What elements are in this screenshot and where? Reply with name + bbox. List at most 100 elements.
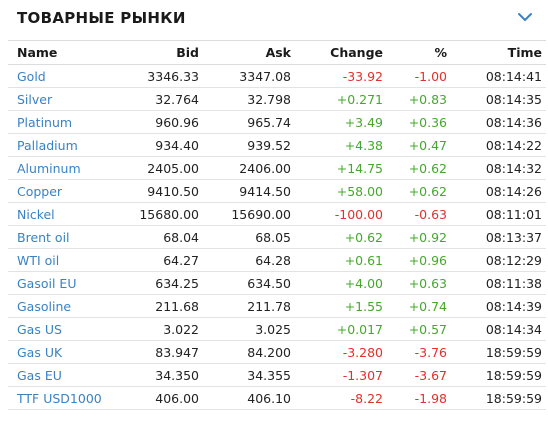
- commodity-name-link[interactable]: Gas UK: [8, 340, 105, 364]
- commodity-name-link[interactable]: TTF USD1000: [8, 386, 105, 410]
- ask-cell: 634.50: [199, 271, 291, 295]
- column-header-change[interactable]: Change: [291, 40, 383, 65]
- column-header-bid[interactable]: Bid: [105, 40, 199, 65]
- time-cell: 18:59:59: [447, 340, 546, 364]
- commodities-table: Name Bid Ask Change % Time Gold 3346.33 33…: [8, 40, 546, 410]
- percent-cell: +0.96: [383, 248, 447, 272]
- time-cell: 08:14:26: [447, 179, 546, 203]
- time-cell: 08:14:32: [447, 156, 546, 180]
- time-cell: 08:12:29: [447, 248, 546, 272]
- change-cell: +58.00: [291, 179, 383, 203]
- commodity-name-link[interactable]: Nickel: [8, 202, 105, 226]
- time-cell: 08:14:35: [447, 87, 546, 111]
- change-cell: -100.00: [291, 202, 383, 226]
- bid-cell: 32.764: [105, 87, 199, 111]
- commodity-name-link[interactable]: Aluminum: [8, 156, 105, 180]
- percent-cell: -0.63: [383, 202, 447, 226]
- percent-cell: -1.98: [383, 386, 447, 410]
- table-row: Brent oil 68.04 68.05 +0.62 +0.92 08:13:37: [8, 225, 546, 249]
- time-cell: 18:59:59: [447, 386, 546, 410]
- time-cell: 08:14:22: [447, 133, 546, 157]
- time-cell: 08:11:01: [447, 202, 546, 226]
- table-row: Platinum 960.96 965.74 +3.49 +0.36 08:14:36: [8, 110, 546, 134]
- table-row: Nickel 15680.00 15690.00 -100.00 -0.63 08:11:…: [8, 202, 546, 226]
- percent-cell: -1.00: [383, 64, 447, 88]
- time-cell: 08:14:41: [447, 64, 546, 88]
- percent-cell: +0.62: [383, 179, 447, 203]
- commodity-name-link[interactable]: Brent oil: [8, 225, 105, 249]
- percent-cell: +0.36: [383, 110, 447, 134]
- ask-cell: 68.05: [199, 225, 291, 249]
- ask-cell: 15690.00: [199, 202, 291, 226]
- change-cell: +0.61: [291, 248, 383, 272]
- bid-cell: 211.68: [105, 294, 199, 318]
- change-cell: -1.307: [291, 363, 383, 387]
- time-cell: 08:11:38: [447, 271, 546, 295]
- change-cell: +3.49: [291, 110, 383, 134]
- table-row: Aluminum 2405.00 2406.00 +14.75 +0.62 08:14:3…: [8, 156, 546, 180]
- ask-cell: 3347.08: [199, 64, 291, 88]
- percent-cell: +0.74: [383, 294, 447, 318]
- time-cell: 08:13:37: [447, 225, 546, 249]
- commodity-name-link[interactable]: Gasoline: [8, 294, 105, 318]
- percent-cell: +0.83: [383, 87, 447, 111]
- change-cell: +4.00: [291, 271, 383, 295]
- table-row: Silver 32.764 32.798 +0.271 +0.83 08:14:35: [8, 87, 546, 111]
- bid-cell: 406.00: [105, 386, 199, 410]
- percent-cell: -3.67: [383, 363, 447, 387]
- widget-title: ТОВАРНЫЕ РЫНКИ: [17, 9, 186, 27]
- ask-cell: 211.78: [199, 294, 291, 318]
- bid-cell: 68.04: [105, 225, 199, 249]
- table-row: TTF USD1000 406.00 406.10 -8.22 -1.98 18:59:5…: [8, 386, 546, 410]
- table-row: Gasoline 211.68 211.78 +1.55 +0.74 08:14:39: [8, 294, 546, 318]
- change-cell: +4.38: [291, 133, 383, 157]
- time-cell: 08:14:34: [447, 317, 546, 341]
- time-cell: 08:14:36: [447, 110, 546, 134]
- bid-cell: 83.947: [105, 340, 199, 364]
- ask-cell: 406.10: [199, 386, 291, 410]
- ask-cell: 939.52: [199, 133, 291, 157]
- commodity-name-link[interactable]: Palladium: [8, 133, 105, 157]
- commodity-name-link[interactable]: Platinum: [8, 110, 105, 134]
- table-row: Gasoil EU 634.25 634.50 +4.00 +0.63 08:11:38: [8, 271, 546, 295]
- table-row: Gas UK 83.947 84.200 -3.280 -3.76 18:59:59: [8, 340, 546, 364]
- change-cell: +0.271: [291, 87, 383, 111]
- column-header-name[interactable]: Name: [8, 40, 105, 65]
- ask-cell: 32.798: [199, 87, 291, 111]
- widget-header: ТОВАРНЫЕ РЫНКИ: [0, 0, 548, 38]
- commodity-name-link[interactable]: Gold: [8, 64, 105, 88]
- column-header-ask[interactable]: Ask: [199, 40, 291, 65]
- percent-cell: +0.63: [383, 271, 447, 295]
- ask-cell: 2406.00: [199, 156, 291, 180]
- commodity-name-link[interactable]: WTI oil: [8, 248, 105, 272]
- percent-cell: +0.92: [383, 225, 447, 249]
- commodity-name-link[interactable]: Silver: [8, 87, 105, 111]
- commodity-name-link[interactable]: Gas EU: [8, 363, 105, 387]
- ask-cell: 3.025: [199, 317, 291, 341]
- commodity-name-link[interactable]: Gas US: [8, 317, 105, 341]
- table-row: Gas US 3.022 3.025 +0.017 +0.57 08:14:34: [8, 317, 546, 341]
- bid-cell: 634.25: [105, 271, 199, 295]
- percent-cell: +0.47: [383, 133, 447, 157]
- percent-cell: -3.76: [383, 340, 447, 364]
- bid-cell: 934.40: [105, 133, 199, 157]
- table-header-row: Name Bid Ask Change % Time: [8, 40, 546, 65]
- chevron-down-icon[interactable]: [516, 8, 534, 26]
- ask-cell: 64.28: [199, 248, 291, 272]
- change-cell: +0.62: [291, 225, 383, 249]
- change-cell: -3.280: [291, 340, 383, 364]
- bid-cell: 64.27: [105, 248, 199, 272]
- change-cell: -8.22: [291, 386, 383, 410]
- change-cell: +14.75: [291, 156, 383, 180]
- table-row: Gold 3346.33 3347.08 -33.92 -1.00 08:14:41: [8, 64, 546, 88]
- change-cell: +1.55: [291, 294, 383, 318]
- commodity-name-link[interactable]: Copper: [8, 179, 105, 203]
- column-header-percent[interactable]: %: [383, 40, 447, 65]
- table-row: Copper 9410.50 9414.50 +58.00 +0.62 08:14:26: [8, 179, 546, 203]
- time-cell: 18:59:59: [447, 363, 546, 387]
- column-header-time[interactable]: Time: [447, 40, 546, 65]
- commodity-name-link[interactable]: Gasoil EU: [8, 271, 105, 295]
- bid-cell: 2405.00: [105, 156, 199, 180]
- ask-cell: 9414.50: [199, 179, 291, 203]
